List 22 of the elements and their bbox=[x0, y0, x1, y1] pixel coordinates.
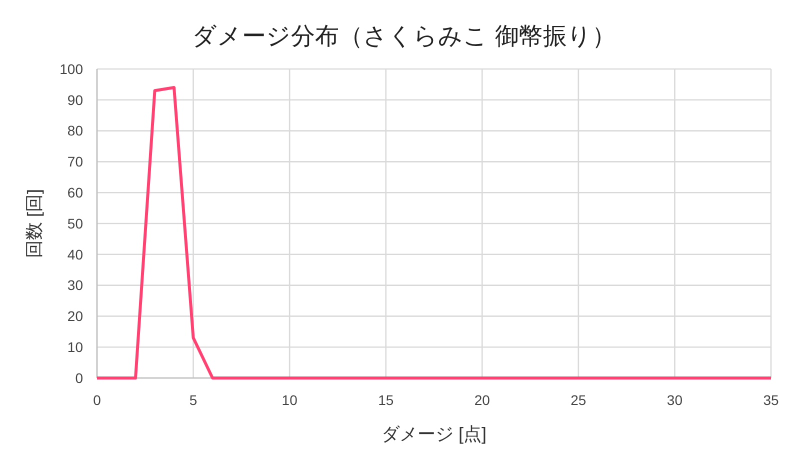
x-tick-label: 35 bbox=[763, 392, 779, 408]
y-tick-label: 70 bbox=[67, 154, 84, 170]
y-tick-label: 60 bbox=[67, 184, 84, 200]
x-tick-label: 30 bbox=[666, 392, 683, 408]
y-tick-label: 10 bbox=[67, 339, 84, 355]
y-tick-label: 80 bbox=[67, 122, 84, 139]
x-axis-title: ダメージ [点] bbox=[381, 424, 487, 444]
y-tick-label: 0 bbox=[75, 370, 84, 386]
y-tick-label: 30 bbox=[67, 277, 84, 294]
x-tick-label: 20 bbox=[474, 392, 490, 408]
y-axis-title: 回数 [回] bbox=[24, 188, 44, 258]
chart-title: ダメージ分布（さくらみこ 御幣振り） bbox=[192, 23, 616, 50]
x-tick-label: 15 bbox=[378, 392, 394, 408]
x-tick-label: 10 bbox=[282, 392, 298, 408]
y-tick-label: 40 bbox=[67, 246, 84, 262]
y-tick-label: 100 bbox=[60, 60, 84, 77]
x-tick-label: 5 bbox=[189, 392, 198, 408]
x-tick-label: 25 bbox=[570, 392, 586, 408]
y-tick-label: 50 bbox=[67, 215, 84, 232]
x-tick-label: 0 bbox=[93, 392, 102, 408]
y-tick-label: 90 bbox=[67, 92, 84, 108]
y-tick-label: 20 bbox=[67, 308, 84, 324]
